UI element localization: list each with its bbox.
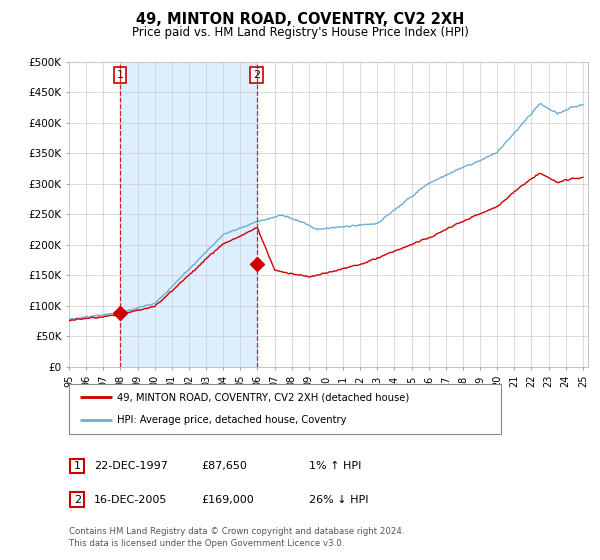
Text: 22-DEC-1997: 22-DEC-1997 — [94, 461, 168, 471]
Text: 1: 1 — [74, 461, 81, 471]
Text: 49, MINTON ROAD, COVENTRY, CV2 2XH: 49, MINTON ROAD, COVENTRY, CV2 2XH — [136, 12, 464, 27]
Text: 49, MINTON ROAD, COVENTRY, CV2 2XH (detached house): 49, MINTON ROAD, COVENTRY, CV2 2XH (deta… — [116, 392, 409, 402]
Text: Price paid vs. HM Land Registry's House Price Index (HPI): Price paid vs. HM Land Registry's House … — [131, 26, 469, 39]
Text: 26% ↓ HPI: 26% ↓ HPI — [309, 494, 368, 505]
Text: 1% ↑ HPI: 1% ↑ HPI — [309, 461, 361, 471]
Text: 1: 1 — [116, 70, 124, 80]
Text: 16-DEC-2005: 16-DEC-2005 — [94, 494, 167, 505]
Text: HPI: Average price, detached house, Coventry: HPI: Average price, detached house, Cove… — [116, 416, 346, 426]
Text: £87,650: £87,650 — [201, 461, 247, 471]
Text: £169,000: £169,000 — [201, 494, 254, 505]
Text: Contains HM Land Registry data © Crown copyright and database right 2024.
This d: Contains HM Land Registry data © Crown c… — [69, 527, 404, 548]
Bar — [120, 62, 257, 367]
FancyBboxPatch shape — [70, 459, 85, 473]
FancyBboxPatch shape — [69, 384, 501, 434]
Text: 2: 2 — [74, 494, 81, 505]
Text: 2: 2 — [253, 70, 260, 80]
FancyBboxPatch shape — [70, 492, 85, 507]
